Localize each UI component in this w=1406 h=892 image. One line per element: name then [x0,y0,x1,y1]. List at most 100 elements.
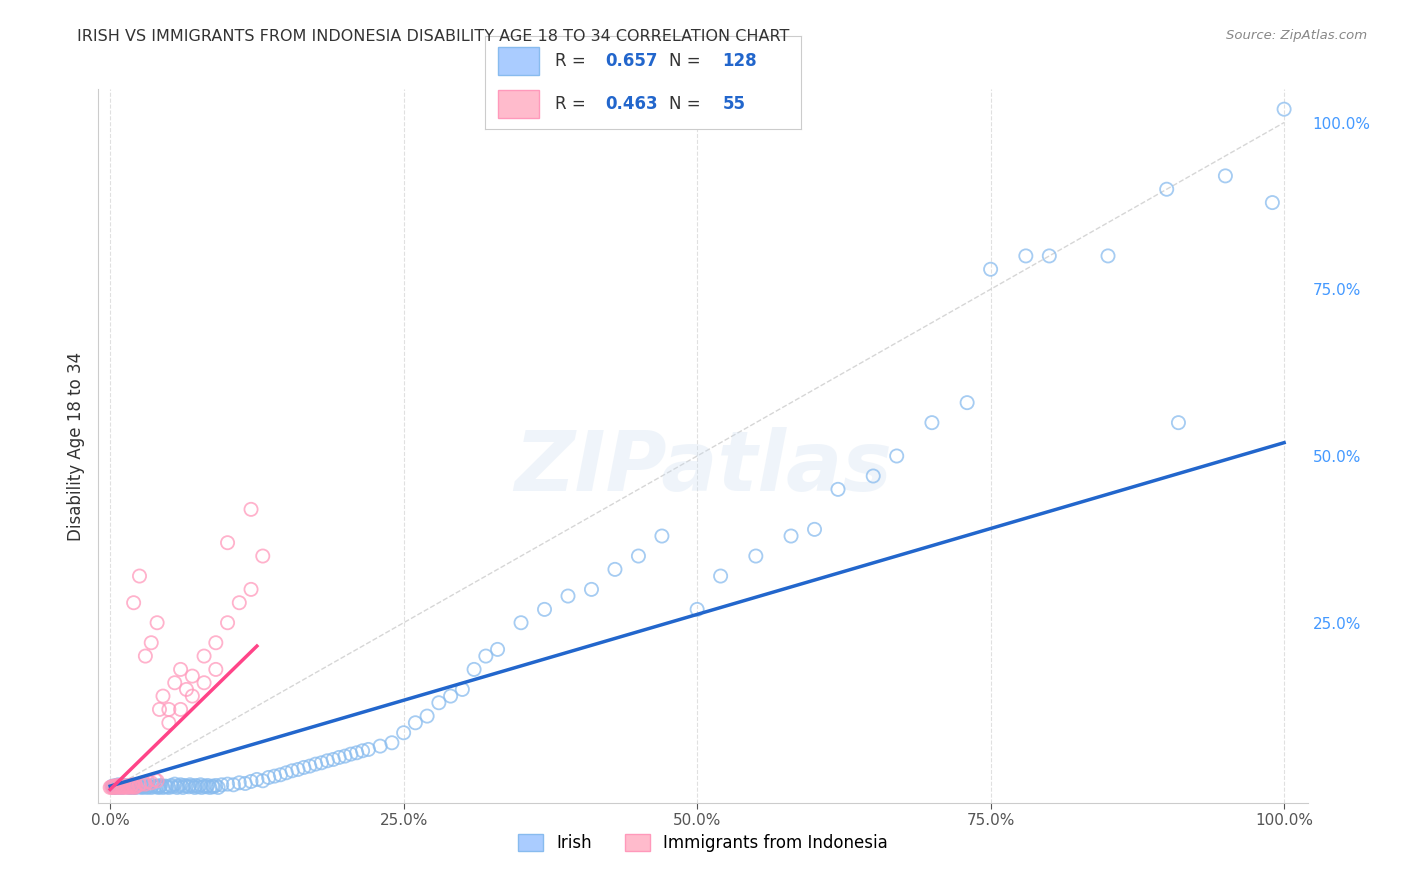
Point [134,777,156,791]
Point [101,780,124,795]
Point [124,780,146,794]
Point [128,569,150,583]
Point [134,779,156,793]
Point [148,702,170,716]
Point [152,780,174,795]
Point [439,689,461,703]
Point [117,779,139,793]
Point [115,779,138,793]
Point [179,778,201,792]
Point [603,562,626,576]
Point [745,549,768,563]
Point [107,778,129,792]
Point [143,780,166,794]
Point [176,682,198,697]
Point [710,569,733,583]
Point [651,529,673,543]
Point [167,779,190,793]
Point [1097,249,1119,263]
Point [252,773,274,788]
Point [886,449,908,463]
Point [177,780,200,794]
Point [108,780,131,794]
Point [557,589,579,603]
Text: IRISH VS IMMIGRANTS FROM INDONESIA DISABILITY AGE 18 TO 34 CORRELATION CHART: IRISH VS IMMIGRANTS FROM INDONESIA DISAB… [77,29,790,45]
Text: ZIPatlas: ZIPatlas [515,427,891,508]
Point [114,780,136,794]
Point [333,749,356,764]
Point [311,756,333,770]
Point [110,779,132,793]
Point [204,662,226,676]
Point [204,636,226,650]
Point [298,759,321,773]
Point [132,776,155,790]
Point [193,779,215,793]
Text: N =: N = [668,52,706,70]
Point [157,702,180,716]
Point [181,689,204,703]
Point [105,780,128,795]
Point [121,778,143,792]
Point [328,750,350,764]
Point [581,582,603,597]
Point [304,757,326,772]
Point [1272,102,1295,116]
FancyBboxPatch shape [498,47,538,75]
Point [122,779,145,793]
Point [357,742,380,756]
Point [228,596,250,610]
Point [148,780,170,794]
Point [276,765,298,780]
Point [381,736,404,750]
Point [132,780,155,794]
Point [322,752,344,766]
Point [198,780,221,795]
Point [157,780,180,795]
Point [240,774,263,789]
Point [120,780,142,795]
Point [138,780,160,794]
Point [803,522,825,536]
Y-axis label: Disability Age 18 to 34: Disability Age 18 to 34 [66,351,84,541]
Point [281,764,304,778]
Point [427,696,450,710]
Point [105,779,128,793]
Point [510,615,533,630]
Text: 0.463: 0.463 [605,95,658,113]
Point [181,779,204,793]
Text: 128: 128 [723,52,756,70]
Point [204,779,226,793]
Point [197,779,219,793]
Legend: Irish, Immigrants from Indonesia: Irish, Immigrants from Indonesia [512,827,894,859]
Text: R =: R = [554,52,591,70]
Point [120,779,142,793]
Point [125,779,148,793]
Point [125,780,148,795]
Point [98,780,121,795]
Point [240,502,263,516]
Point [146,779,169,793]
Text: 0.657: 0.657 [605,52,658,70]
Point [257,771,280,785]
Point [112,779,135,793]
Point [183,780,205,795]
Point [980,262,1002,277]
Point [176,779,198,793]
Point [193,675,215,690]
Point [135,780,157,795]
Point [124,780,146,795]
Point [201,779,224,793]
Point [141,776,163,790]
Point [112,779,135,793]
Point [122,596,145,610]
Point [118,780,141,795]
Point [287,763,309,777]
Point [162,780,184,794]
Text: N =: N = [668,95,706,113]
Point [862,469,884,483]
Point [129,779,152,793]
Point [1215,169,1237,183]
Point [217,615,239,630]
Point [120,779,142,793]
